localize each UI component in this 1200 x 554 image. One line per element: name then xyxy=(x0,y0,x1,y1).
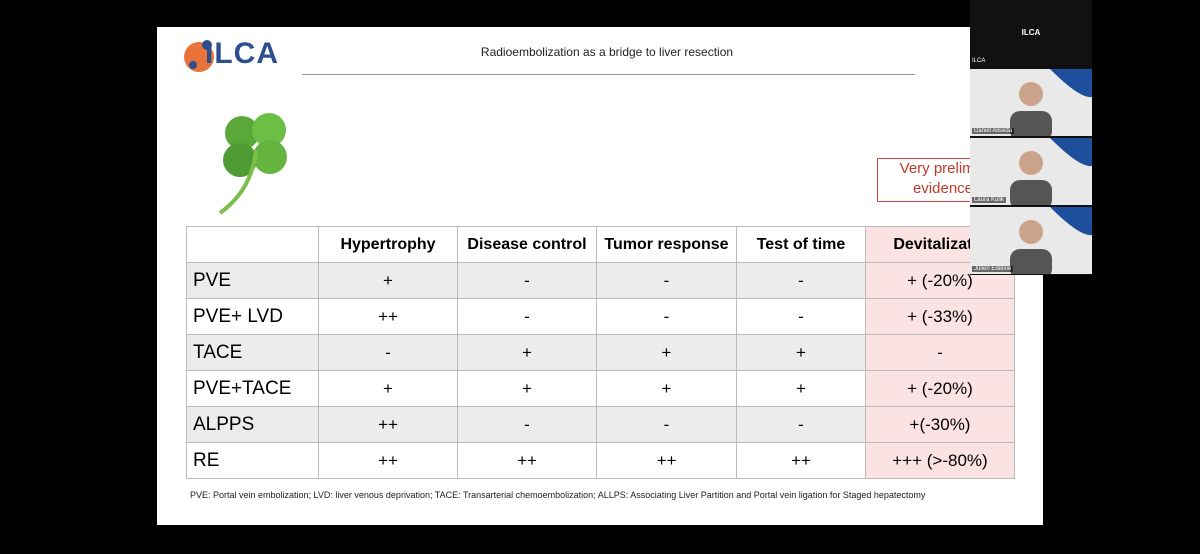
participant-name: Julien Edeline xyxy=(972,266,1014,272)
table-cell: ++ xyxy=(736,442,866,479)
row-label: RE xyxy=(186,442,319,479)
table-cell: - xyxy=(457,262,597,299)
column-header: Disease control xyxy=(457,226,597,263)
table-cell: - xyxy=(318,334,458,371)
slide-title: Radioembolization as a bridge to liver r… xyxy=(480,45,734,59)
participant-tile: Daniel Aliseda xyxy=(970,69,1092,136)
table-cell: - xyxy=(596,298,737,335)
table-cell: ++ xyxy=(318,406,458,443)
table-cell: ++ xyxy=(318,298,458,335)
table-cell: + xyxy=(457,334,597,371)
row-label: PVE+ LVD xyxy=(186,298,319,335)
column-header: Tumor response xyxy=(596,226,737,263)
note-line: evidence xyxy=(912,180,974,197)
column-header: Test of time xyxy=(736,226,866,263)
table-cell: - xyxy=(457,406,597,443)
table-cell: + xyxy=(736,370,866,407)
table-cell: - xyxy=(736,298,866,335)
host-name: ILCA xyxy=(1021,28,1041,37)
table-cell: - xyxy=(596,406,737,443)
table-cell: ++ xyxy=(596,442,737,479)
table-cell: + (-33%) xyxy=(865,298,1015,335)
logo-icon xyxy=(184,40,214,72)
note-line: Very prelimin xyxy=(899,160,987,177)
table-row: PVE+ LVD ++ - - - + (-33%) xyxy=(186,298,1015,335)
table-cell: - xyxy=(736,262,866,299)
participant-video xyxy=(1010,138,1092,205)
logo-text: ILCA xyxy=(205,37,279,70)
table-cell: + xyxy=(318,262,458,299)
participant-tile: Julien Edeline xyxy=(970,207,1092,274)
table-cell: ++ xyxy=(457,442,597,479)
column-header: Hypertrophy xyxy=(318,226,458,263)
row-label: TACE xyxy=(186,334,319,371)
footnote: PVE: Portal vein embolization; LVD: live… xyxy=(190,490,926,500)
participant-name: Laura Kulik xyxy=(972,197,1007,203)
table-cell: - xyxy=(865,334,1015,371)
host-label: ILCA xyxy=(972,58,986,64)
participant-video xyxy=(1010,69,1092,136)
comparison-table: Hypertrophy Disease control Tumor response… xyxy=(186,226,1015,479)
divider xyxy=(302,74,915,75)
participant-name: Daniel Aliseda xyxy=(972,128,1015,134)
table-row: RE ++ ++ ++ ++ +++ (>-80%) xyxy=(186,442,1015,479)
table-cell: + (-20%) xyxy=(865,370,1015,407)
row-label: PVE+TACE xyxy=(186,370,319,407)
note-box: Very prelimin evidence xyxy=(877,158,1009,202)
table-cell: +++ (>-80%) xyxy=(865,442,1015,479)
table-cell: + xyxy=(596,334,737,371)
table-cell: + xyxy=(736,334,866,371)
table-cell: + xyxy=(457,370,597,407)
column-header xyxy=(186,226,319,263)
table-cell: ++ xyxy=(318,442,458,479)
table-cell: + xyxy=(318,370,458,407)
clover xyxy=(218,113,287,215)
table-row: TACE - + + + - xyxy=(186,334,1015,371)
table-cell: - xyxy=(596,262,737,299)
table-cell: + xyxy=(596,370,737,407)
row-label: ALPPS xyxy=(186,406,319,443)
row-label: PVE xyxy=(186,262,319,299)
header-row: Hypertrophy Disease control Tumor response… xyxy=(186,226,1015,263)
participant-tile: Laura Kulik xyxy=(970,138,1092,205)
table-row: PVE+TACE + + + + + (-20%) xyxy=(186,370,1015,407)
participants-panel: ILCA ILCA Daniel Aliseda Laura Kulik Julie… xyxy=(970,0,1092,275)
table-cell: +(-30%) xyxy=(865,406,1015,443)
table-cell: - xyxy=(736,406,866,443)
table-row: ALPPS ++ - - - +(-30%) xyxy=(186,406,1015,443)
participant-video xyxy=(1010,207,1092,274)
table-cell: - xyxy=(457,298,597,335)
table-row: PVE + - - - + (-20%) xyxy=(186,262,1015,299)
